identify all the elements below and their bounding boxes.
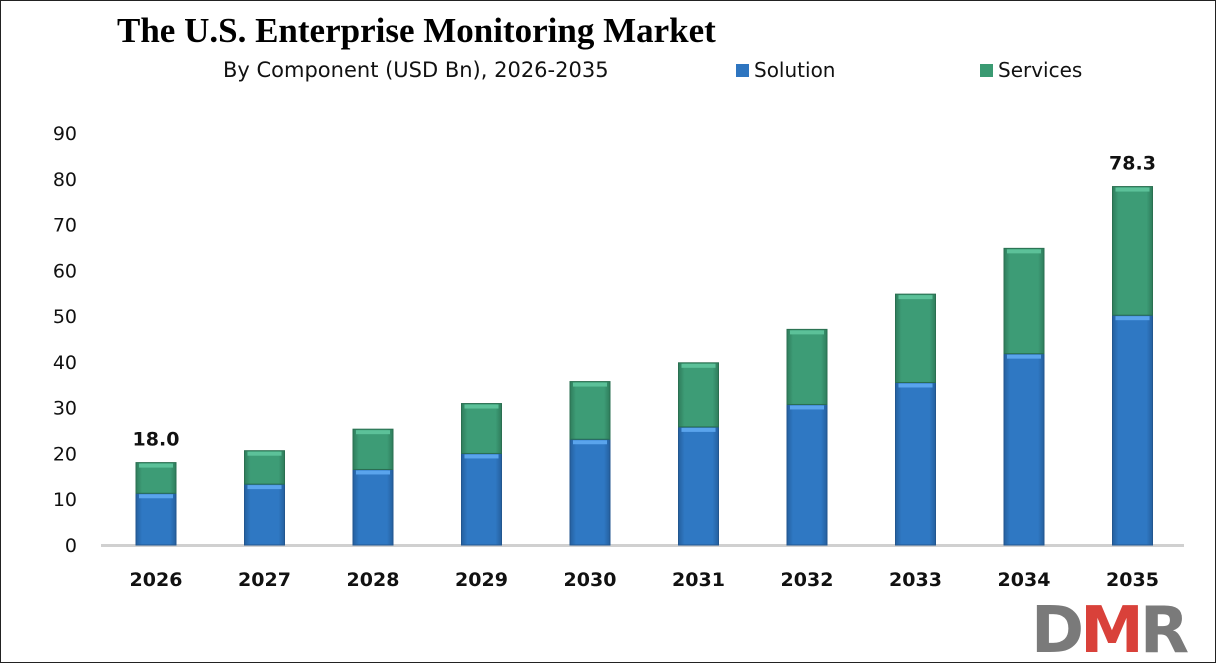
legend-label-solution: Solution — [754, 58, 836, 82]
bar-bevel-services-2030 — [573, 382, 607, 387]
bar-solution-2027 — [244, 483, 285, 546]
data-label: 18.0 — [133, 429, 180, 451]
x-tick-label: 2028 — [347, 569, 400, 591]
y-tick-label: 80 — [53, 169, 77, 191]
x-tick-label: 2029 — [455, 569, 508, 591]
bar-bevel-services-2035 — [1115, 187, 1150, 192]
data-label: 78.3 — [1109, 153, 1156, 175]
bar-services-2034 — [1003, 247, 1045, 355]
y-tick-label: 60 — [53, 260, 77, 282]
legend-label-services: Services — [998, 58, 1083, 82]
bar-solution-2029 — [461, 452, 502, 546]
dmr-logo: DMR — [1031, 594, 1189, 663]
bar-solution-2030 — [569, 438, 611, 546]
bar-services-2033 — [895, 293, 936, 383]
bar-solution-2033 — [895, 381, 936, 546]
y-tick-label: 0 — [65, 535, 77, 557]
legend-item-services: Services — [980, 58, 1082, 82]
bar-bevel-services-2031 — [681, 363, 716, 368]
legend-swatch-services — [980, 63, 993, 77]
y-tick-label: 10 — [53, 489, 77, 511]
bar-bevel-solution-2030 — [573, 440, 607, 445]
x-tick-label: 2031 — [672, 569, 725, 591]
bar-bevel-solution-2033 — [898, 383, 933, 388]
x-tick-label: 2032 — [781, 569, 834, 591]
bar-bevel-solution-2031 — [681, 427, 716, 432]
bar-bevel-services-2032 — [790, 330, 824, 335]
bar-bevel-services-2029 — [464, 404, 499, 409]
y-tick-label: 90 — [53, 123, 77, 145]
legend-item-solution: Solution — [736, 58, 835, 82]
bar-solution-2026 — [135, 492, 177, 546]
bar-bevel-solution-2035 — [1115, 316, 1150, 321]
bar-bevel-solution-2026 — [139, 494, 173, 499]
bar-services-2026 — [135, 462, 177, 494]
x-tick-label: 2027 — [238, 569, 291, 591]
bar-services-2029 — [461, 403, 502, 454]
x-tick-label: 2033 — [889, 569, 942, 591]
x-tick-label: 2035 — [1106, 569, 1159, 591]
bar-bevel-services-2027 — [247, 451, 282, 456]
bar-services-2030 — [569, 381, 611, 440]
bar-bevel-services-2033 — [898, 295, 933, 300]
y-tick-label: 20 — [53, 443, 77, 465]
bar-solution-2031 — [678, 426, 719, 546]
bar-bevel-services-2028 — [356, 430, 390, 435]
bar-services-2032 — [786, 328, 828, 405]
bar-bevel-solution-2029 — [464, 454, 499, 459]
bar-services-2035 — [1112, 186, 1153, 316]
chart-subtitle: By Component (USD Bn), 2026-2035 — [223, 58, 609, 82]
bar-services-2027 — [244, 450, 285, 485]
x-tick-label: 2034 — [998, 569, 1051, 591]
chart-title: The U.S. Enterprise Monitoring Market — [117, 11, 716, 50]
bar-bevel-solution-2028 — [356, 470, 390, 475]
y-tick-label: 50 — [53, 306, 77, 328]
bar-services-2031 — [678, 362, 719, 428]
bar-solution-2034 — [1003, 353, 1045, 546]
bar-services-2028 — [352, 428, 394, 470]
bar-solution-2032 — [786, 403, 828, 546]
y-tick-label: 70 — [53, 215, 77, 237]
legend-swatch-solution — [736, 63, 749, 77]
bar-solution-2035 — [1112, 314, 1153, 546]
x-tick-label: 2030 — [564, 569, 617, 591]
y-tick-label: 30 — [53, 398, 77, 420]
bar-bevel-solution-2032 — [790, 405, 824, 410]
bar-bevel-services-2026 — [139, 463, 173, 468]
bar-bevel-services-2034 — [1007, 249, 1041, 254]
bar-bevel-solution-2034 — [1007, 354, 1041, 359]
x-tick-label: 2026 — [130, 569, 183, 591]
y-tick-label: 40 — [53, 352, 77, 374]
bar-bevel-solution-2027 — [247, 485, 282, 490]
bar-solution-2028 — [352, 468, 394, 546]
